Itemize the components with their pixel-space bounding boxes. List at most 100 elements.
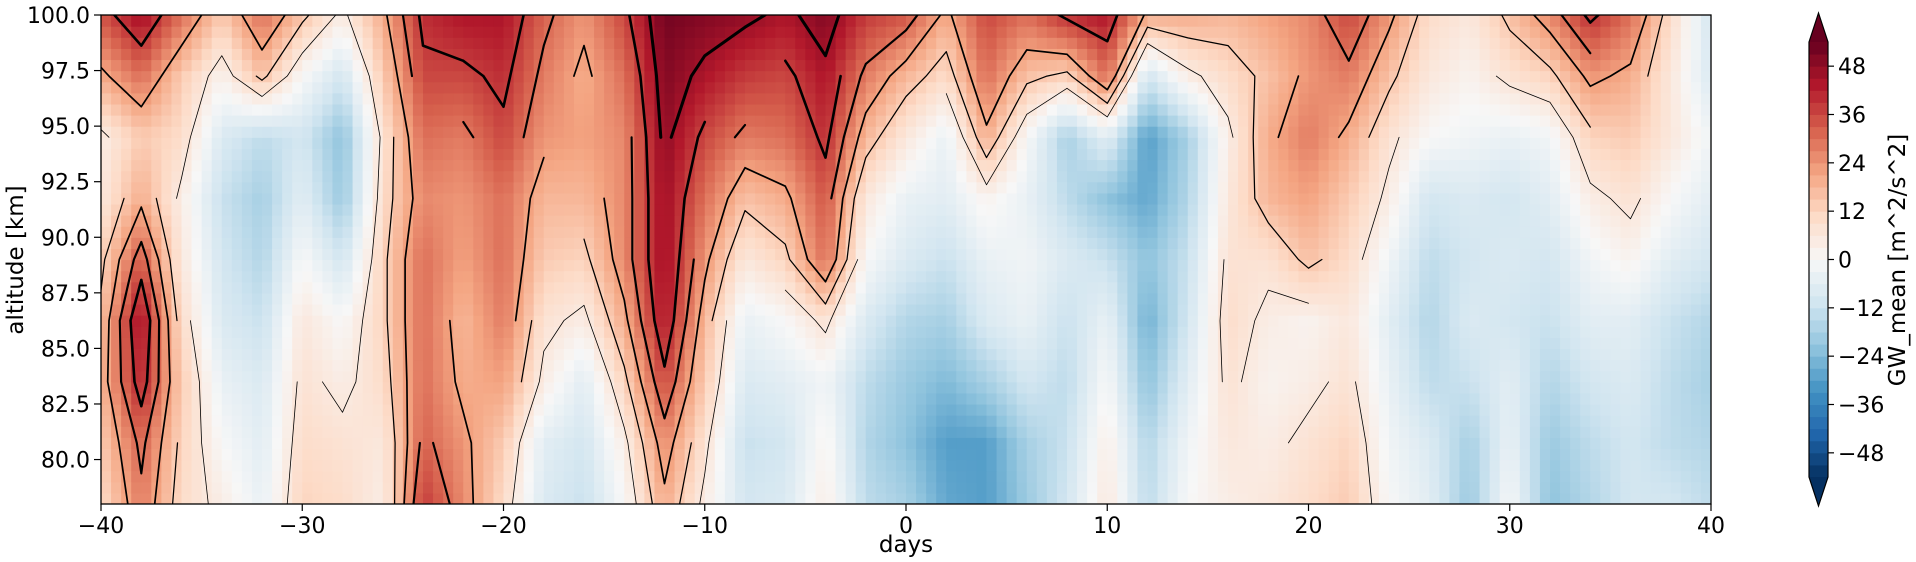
heatmap-cell <box>624 426 635 438</box>
heatmap-cell <box>121 303 132 316</box>
heatmap-cell <box>775 192 786 205</box>
heatmap-cell <box>1137 248 1149 261</box>
heatmap-cell <box>724 392 736 405</box>
heatmap-cell <box>704 259 716 272</box>
heatmap-cell <box>443 148 454 161</box>
heatmap-cell <box>1660 281 1672 294</box>
heatmap-cell <box>342 315 354 327</box>
heatmap-cell <box>251 203 263 216</box>
heatmap-cell <box>1157 270 1169 283</box>
heatmap-cell <box>664 315 676 327</box>
heatmap-cell <box>986 359 998 372</box>
heatmap-cell <box>1006 326 1018 338</box>
heatmap-cell <box>503 326 515 338</box>
heatmap-cell <box>181 337 193 350</box>
heatmap-cell <box>433 392 444 405</box>
heatmap-cell <box>1429 226 1440 238</box>
heatmap-cell <box>1630 470 1642 483</box>
heatmap-cell <box>835 426 847 438</box>
heatmap-cell <box>775 248 786 261</box>
heatmap-cell <box>1489 248 1501 261</box>
heatmap-cell <box>1368 226 1380 238</box>
heatmap-cell <box>1610 303 1622 316</box>
heatmap-cell <box>1620 348 1632 361</box>
heatmap-cell <box>262 181 273 194</box>
heatmap-cell <box>473 226 484 238</box>
heatmap-cell <box>885 448 897 461</box>
heatmap-cell <box>634 215 645 227</box>
heatmap-cell <box>221 326 233 338</box>
heatmap-cell <box>724 159 736 172</box>
heatmap-cell <box>1358 492 1370 504</box>
heatmap-cell <box>624 437 635 450</box>
heatmap-cell <box>1570 359 1581 372</box>
heatmap-cell <box>1399 337 1410 350</box>
heatmap-cell <box>302 259 313 272</box>
heatmap-cell <box>1107 481 1118 494</box>
heatmap-cell <box>382 203 394 216</box>
heatmap-cell <box>926 426 937 438</box>
heatmap-cell <box>1630 437 1642 450</box>
heatmap-cell <box>1328 481 1340 494</box>
heatmap-cell <box>1097 459 1108 472</box>
heatmap-cell <box>322 481 334 494</box>
heatmap-cell <box>966 159 978 172</box>
heatmap-cell <box>533 315 545 327</box>
heatmap-cell <box>1580 292 1591 305</box>
heatmap-cell <box>292 315 303 327</box>
heatmap-cell <box>785 159 796 172</box>
heatmap-cell <box>1177 303 1189 316</box>
heatmap-cell <box>906 237 917 249</box>
heatmap-cell <box>1670 381 1682 394</box>
heatmap-cell <box>1077 270 1088 283</box>
heatmap-cell <box>1650 448 1662 461</box>
heatmap-cell <box>936 448 947 461</box>
heatmap-cell <box>1419 403 1430 416</box>
heatmap-cell <box>423 148 434 161</box>
heatmap-cell <box>1077 192 1088 205</box>
heatmap-cell <box>1539 281 1551 294</box>
heatmap-cell <box>1036 292 1048 305</box>
heatmap-cell <box>604 215 615 227</box>
heatmap-cell <box>352 259 364 272</box>
heatmap-cell <box>1127 348 1139 361</box>
heatmap-cell <box>171 403 183 416</box>
heatmap-cell <box>322 259 334 272</box>
heatmap-cell <box>1519 292 1531 305</box>
heatmap-cell <box>1550 203 1561 216</box>
heatmap-cell <box>1580 448 1591 461</box>
heatmap-cell <box>1378 181 1390 194</box>
heatmap-cell <box>523 403 535 416</box>
heatmap-cell <box>996 381 1008 394</box>
heatmap-cell <box>342 159 354 172</box>
heatmap-cell <box>835 392 847 405</box>
heatmap-cell <box>553 192 565 205</box>
heatmap-cell <box>1409 381 1420 394</box>
heatmap-cell <box>1127 292 1139 305</box>
heatmap-cell <box>815 192 827 205</box>
heatmap-cell <box>724 170 736 183</box>
heatmap-cell <box>775 292 786 305</box>
heatmap-cell <box>906 381 917 394</box>
heatmap-cell <box>1328 359 1340 372</box>
heatmap-cell <box>1399 159 1410 172</box>
heatmap-cell <box>1167 426 1179 438</box>
heatmap-cell <box>634 248 645 261</box>
heatmap-cell <box>523 226 535 238</box>
heatmap-cell <box>664 292 676 305</box>
heatmap-cell <box>755 259 766 272</box>
heatmap-cell <box>1127 259 1139 272</box>
heatmap-cell <box>1368 337 1380 350</box>
heatmap-cell <box>1590 470 1601 483</box>
heatmap-cell <box>412 370 424 383</box>
heatmap-cell <box>191 270 203 283</box>
heatmap-cell <box>1036 203 1048 216</box>
heatmap-cell <box>1087 448 1098 461</box>
heatmap-cell <box>1358 315 1370 327</box>
heatmap-cell <box>272 215 283 227</box>
heatmap-cell <box>815 170 827 183</box>
heatmap-cell <box>1338 337 1350 350</box>
heatmap-cell <box>201 403 213 416</box>
heatmap-cell <box>1690 237 1702 249</box>
heatmap-cell <box>1610 170 1622 183</box>
